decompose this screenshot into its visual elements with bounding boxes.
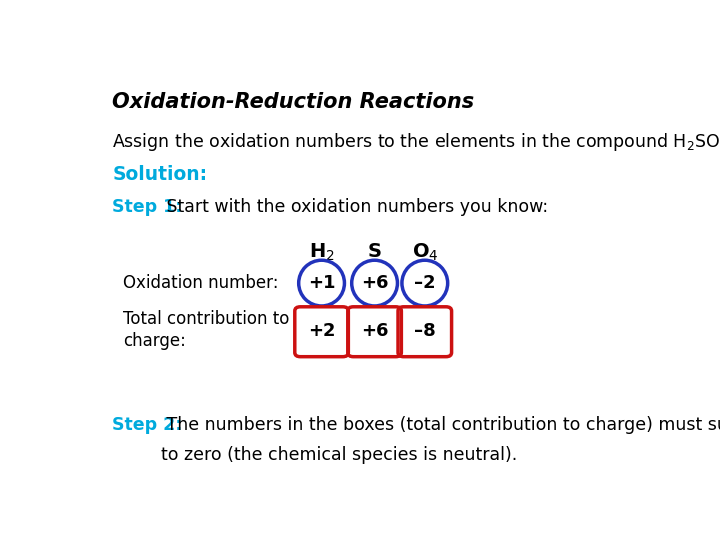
Text: –2: –2 [414,274,436,292]
Text: The numbers in the boxes (total contribution to charge) must sum: The numbers in the boxes (total contribu… [161,416,720,434]
Text: H$_2$: H$_2$ [309,241,335,263]
Text: charge:: charge: [124,332,186,350]
Text: –8: –8 [414,322,436,340]
Text: Assign the oxidation numbers to the elements in the compound $\mathregular{H_2SO: Assign the oxidation numbers to the elem… [112,131,720,153]
Text: Oxidation-Reduction Reactions: Oxidation-Reduction Reactions [112,92,474,112]
Text: Total contribution to: Total contribution to [124,310,290,328]
Text: Oxidation number:: Oxidation number: [124,274,279,292]
Text: +6: +6 [361,322,388,340]
Text: +2: +2 [308,322,336,340]
Text: +1: +1 [308,274,336,292]
Text: +6: +6 [361,274,388,292]
Text: O$_4$: O$_4$ [412,241,438,263]
Text: Solution:: Solution: [112,165,207,185]
Text: Start with the oxidation numbers you know:: Start with the oxidation numbers you kno… [161,198,549,216]
Text: to zero (the chemical species is neutral).: to zero (the chemical species is neutral… [161,446,518,464]
Text: S: S [368,241,382,260]
Text: Step 1:: Step 1: [112,198,183,216]
Text: Step 2:: Step 2: [112,416,183,434]
